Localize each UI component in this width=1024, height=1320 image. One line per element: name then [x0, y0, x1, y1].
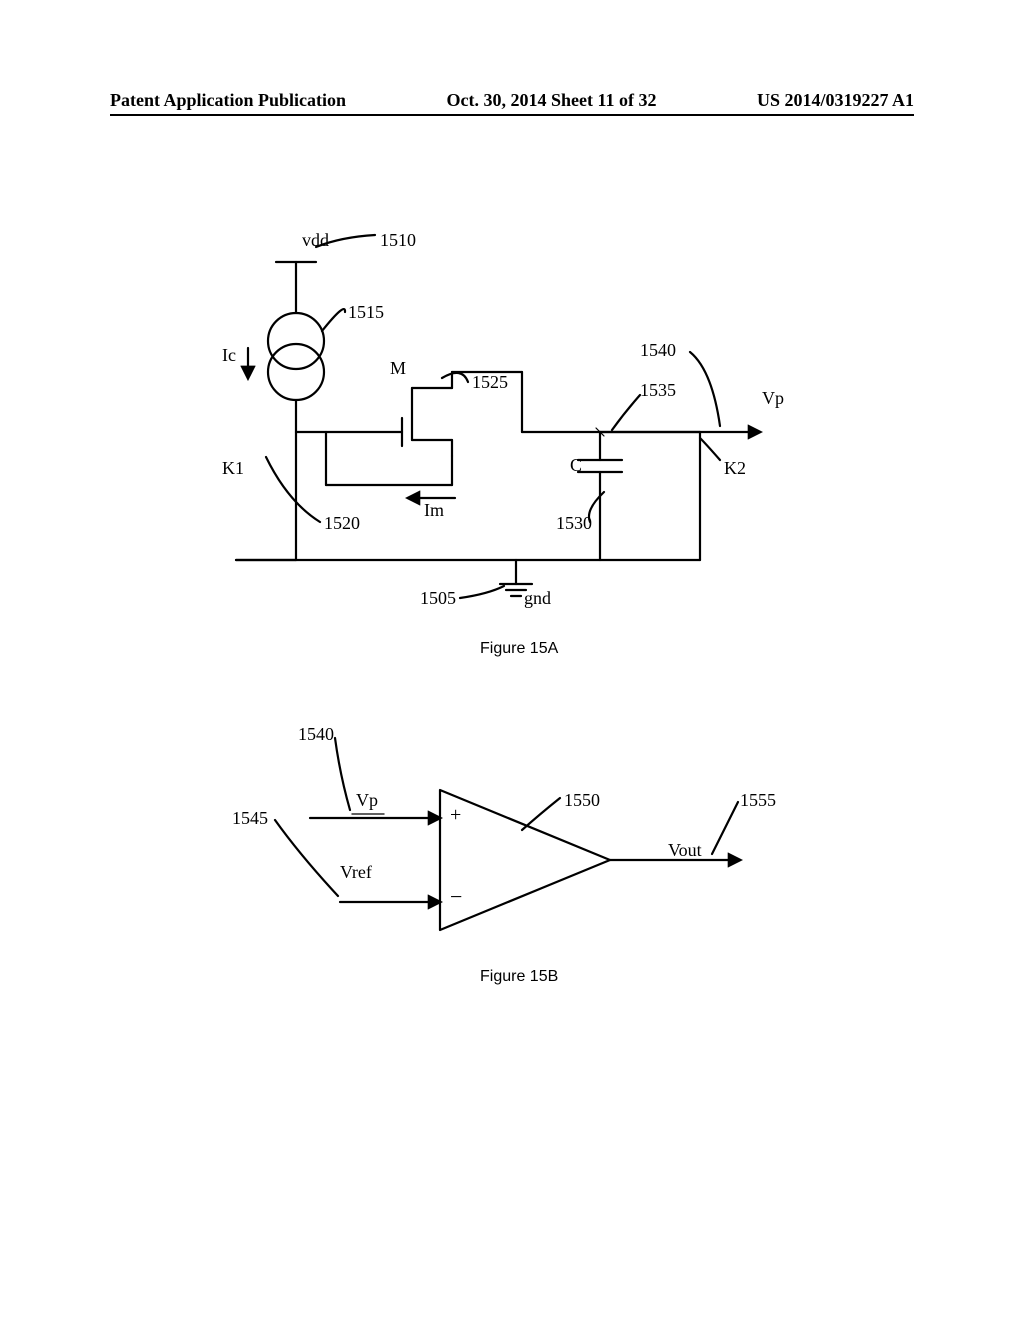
- label-1515: 1515: [348, 302, 384, 323]
- label-vout: Vout: [668, 840, 702, 861]
- figure-15a-svg: [0, 0, 1024, 700]
- label-1555: 1555: [740, 790, 776, 811]
- label-c: C: [570, 455, 582, 476]
- label-vdd: vdd: [302, 230, 329, 251]
- figure-15b-svg: [0, 680, 1024, 1080]
- label-vp-a: Vp: [762, 388, 784, 409]
- label-1535: 1535: [640, 380, 676, 401]
- label-1540a: 1540: [640, 340, 676, 361]
- label-ic: Ic: [222, 345, 236, 366]
- label-im: Im: [424, 500, 444, 521]
- caption-15a: Figure 15A: [480, 640, 558, 658]
- label-1530: 1530: [556, 513, 592, 534]
- label-gnd: gnd: [524, 588, 551, 609]
- caption-15b: Figure 15B: [480, 968, 558, 986]
- label-1540b: 1540: [298, 724, 334, 745]
- label-m: M: [390, 358, 406, 379]
- label-k2: K2: [724, 458, 746, 479]
- label-vref: Vref: [340, 862, 372, 883]
- label-1525: 1525: [472, 372, 508, 393]
- label-1505: 1505: [420, 588, 456, 609]
- label-1520: 1520: [324, 513, 360, 534]
- label-vp-b: Vp: [356, 790, 378, 811]
- label-minus: −: [450, 884, 462, 910]
- label-1510: 1510: [380, 230, 416, 251]
- label-plus: +: [450, 804, 461, 827]
- label-k1: K1: [222, 458, 244, 479]
- label-1550: 1550: [564, 790, 600, 811]
- label-1545: 1545: [232, 808, 268, 829]
